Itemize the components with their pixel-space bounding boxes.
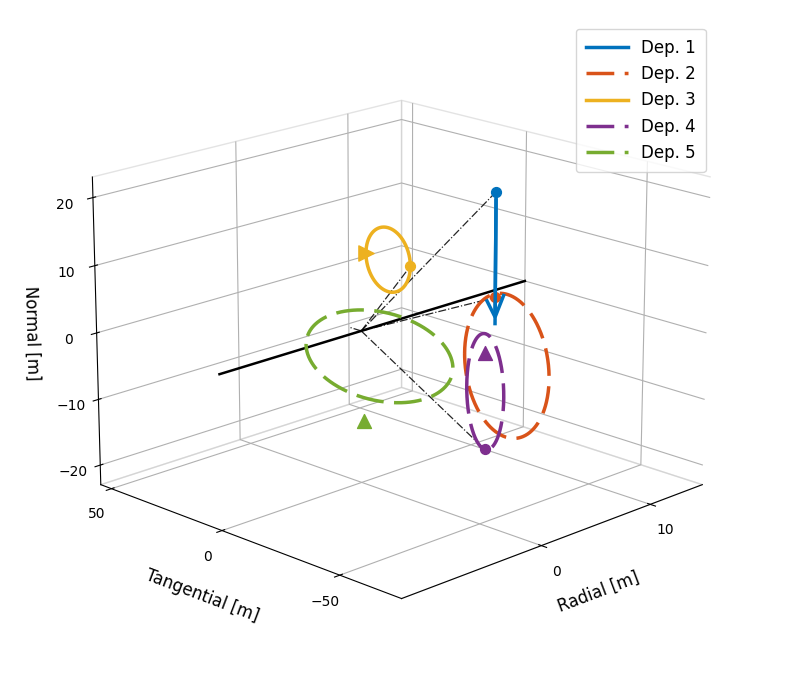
X-axis label: Radial [m]: Radial [m] [555,568,641,616]
Legend: Dep. 1, Dep. 2, Dep. 3, Dep. 4, Dep. 5: Dep. 1, Dep. 2, Dep. 3, Dep. 4, Dep. 5 [576,29,706,172]
Y-axis label: Tangential [m]: Tangential [m] [144,566,261,625]
